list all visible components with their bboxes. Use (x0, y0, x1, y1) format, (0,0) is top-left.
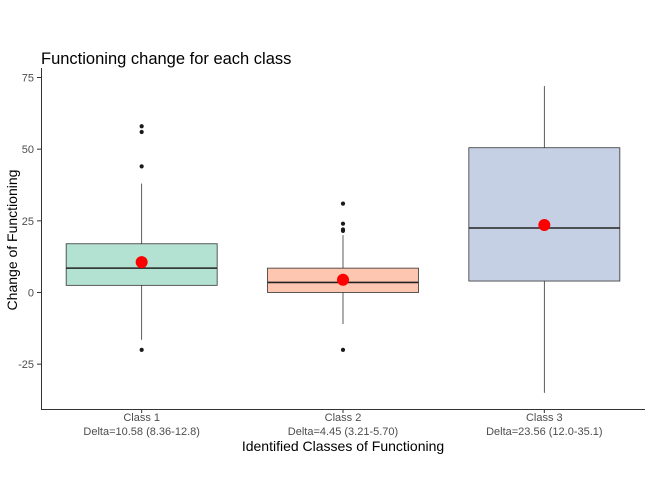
x-tick-sublabel: Delta=10.58 (8.36-12.8) (83, 426, 200, 438)
boxes-layer (65, 86, 621, 393)
mean-point (135, 256, 148, 269)
mean-point (538, 218, 551, 231)
outlier-point (340, 347, 346, 352)
box-group (65, 124, 218, 352)
x-axis-ticks: Class 1 Delta=10.58 (8.36-12.8) Class 2 Del… (83, 409, 603, 438)
x-tick-sublabel: Delta=4.45 (3.21-5.70) (288, 426, 398, 438)
outlier-point (139, 347, 144, 352)
x-tick-label: Class 3 (526, 412, 563, 424)
y-tick-label: -25 (18, 359, 34, 371)
y-tick-label: 75 (22, 73, 34, 85)
y-axis-title: Change of Functioning (4, 170, 20, 311)
y-tick-label: 25 (22, 216, 34, 228)
chart-title: Functioning change for each class (41, 50, 291, 68)
outlier-point (340, 201, 346, 206)
x-tick-sublabel: Delta=23.56 (12.0-35.1) (486, 426, 603, 438)
y-tick-label: 50 (22, 144, 34, 156)
outlier-point (139, 164, 144, 169)
outlier-point (340, 221, 346, 226)
y-axis-ticks: -25 0 25 50 75 (18, 73, 41, 371)
outlier-point (340, 228, 346, 233)
outlier-point (139, 129, 144, 135)
x-tick-label: Class 2 (325, 412, 362, 424)
x-axis-title: Identified Classes of Functioning (242, 438, 444, 454)
outlier-point (139, 124, 144, 129)
box-iqr (468, 147, 621, 282)
y-tick-label: 0 (28, 288, 34, 300)
x-tick-label: Class 1 (123, 412, 160, 424)
box-group (468, 86, 621, 393)
box-group (267, 201, 419, 352)
mean-point (337, 273, 349, 286)
